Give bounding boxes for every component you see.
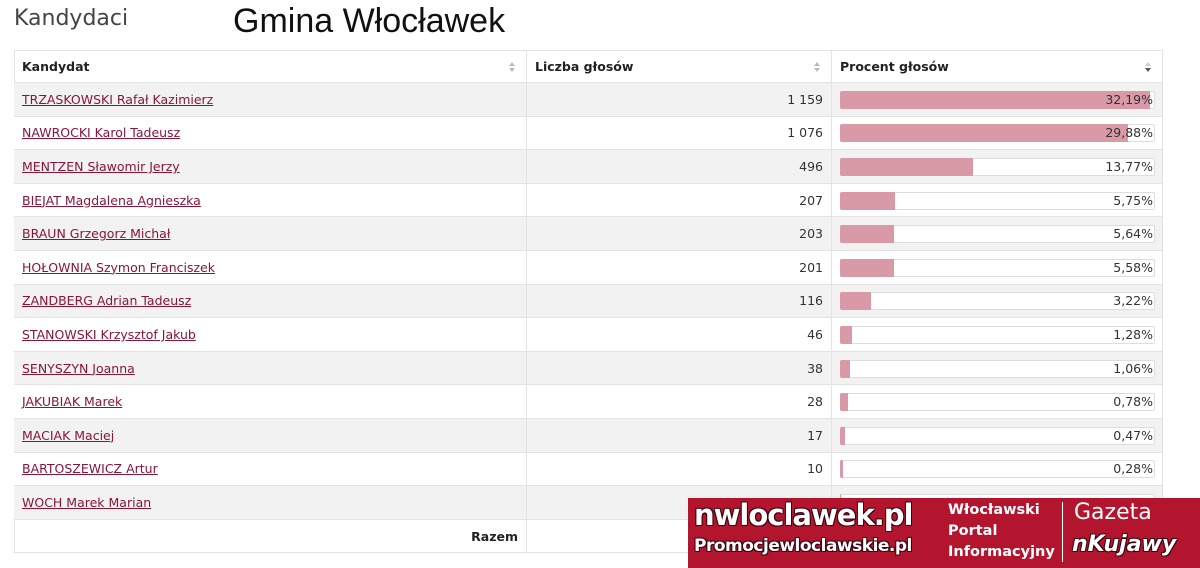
portal-line: Informacyjny [948, 544, 1055, 560]
column-header: Kandydat [14, 50, 527, 83]
sort-icon[interactable] [1144, 61, 1152, 73]
candidate-link[interactable]: BARTOSZEWICZ Artur [22, 461, 158, 477]
percent-bar [840, 426, 845, 445]
percent-label: 1,28% [1113, 327, 1153, 342]
candidate-link[interactable]: BRAUN Grzegorz Michał [22, 226, 171, 242]
candidate-link[interactable]: NAWROCKI Karol Tadeusz [22, 125, 181, 141]
candidate-link[interactable]: SENYSZYN Joanna [22, 360, 135, 376]
name-cell: BIEJAT Magdalena Agnieszka [14, 183, 527, 218]
name-cell: MENTZEN Sławomir Jerzy [14, 150, 527, 184]
name-cell: ZANDBERG Adrian Tadeusz [14, 284, 527, 319]
votes-cell: 46 [527, 318, 832, 352]
percent-label: 3,22% [1113, 293, 1153, 309]
percent-label: 5,64% [1113, 226, 1153, 242]
percent-bar [840, 191, 896, 210]
watermark-site2: Promocjewloclawskie.pl [694, 536, 912, 556]
votes-cell: 1 159 [527, 83, 832, 117]
votes-cell: 496 [527, 150, 832, 184]
region-title: Gmina Włocławek [233, 2, 506, 40]
percent-bar [840, 393, 848, 412]
percent-label: 13,77% [1105, 159, 1153, 174]
candidate-link[interactable]: MACIAK Maciej [22, 427, 115, 443]
column-header: Procent głosów [832, 50, 1163, 83]
portal-line: Portal [948, 523, 998, 539]
percent-bar [840, 158, 973, 176]
column-header: Liczba głosów [527, 50, 832, 83]
percent-label: 1,06% [1113, 360, 1153, 376]
name-cell: STANOWSKI Krzysztof Jakub [14, 318, 527, 352]
name-cell: WOCH Marek Marian [14, 486, 527, 520]
portal-line: Włocławski [948, 502, 1040, 518]
votes-cell: 203 [527, 217, 832, 251]
name-cell: MACIAK Maciej [14, 419, 527, 453]
percent-bar [840, 292, 871, 311]
percent-label: 29,88% [1105, 125, 1153, 141]
candidate-link[interactable]: HOŁOWNIA Szymon Franciszek [22, 259, 215, 275]
watermark-paper-name: nKujawy [1072, 532, 1177, 557]
candidate-link[interactable]: BIEJAT Magdalena Agnieszka [22, 192, 201, 208]
name-cell: SENYSZYN Joanna [14, 351, 527, 386]
sort-icon[interactable] [813, 61, 821, 73]
percent-bar [840, 258, 894, 277]
percent-bar [840, 460, 843, 479]
candidate-link[interactable]: STANOWSKI Krzysztof Jakub [22, 326, 196, 342]
votes-cell: 116 [527, 284, 832, 319]
candidate-link[interactable]: ZANDBERG Adrian Tadeusz [22, 293, 192, 309]
section-title: Kandydaci [14, 6, 129, 31]
percent-bar [840, 225, 895, 244]
percent-label: 0,47% [1113, 427, 1153, 443]
percent-label: 32,19% [1105, 91, 1153, 107]
candidate-link[interactable]: WOCH Marek Marian [22, 494, 152, 510]
watermark-paper: Gazeta [1074, 500, 1152, 525]
percent-label: 0,78% [1113, 394, 1153, 410]
candidate-link[interactable]: TRZASKOWSKI Rafał Kazimierz [22, 91, 214, 107]
name-cell: JAKUBIAK Marek [14, 385, 527, 419]
percent-label: 5,58% [1113, 259, 1153, 275]
watermark-portal: Włocławski Portal Informacyjny [948, 500, 1055, 563]
percent-label: 5,75% [1113, 192, 1153, 208]
candidate-link[interactable]: MENTZEN Sławomir Jerzy [22, 158, 180, 174]
votes-cell: 10 [527, 452, 832, 487]
candidate-link[interactable]: JAKUBIAK Marek [22, 394, 123, 410]
name-cell: HOŁOWNIA Szymon Franciszek [14, 251, 527, 285]
votes-cell: 38 [527, 351, 832, 386]
percent-bar [840, 326, 853, 344]
votes-cell: 17 [527, 419, 832, 453]
percent-bar [840, 90, 1150, 109]
votes-cell: 1 076 [527, 116, 832, 151]
votes-cell: 207 [527, 183, 832, 218]
name-cell: BARTOSZEWICZ Artur [14, 452, 527, 487]
percent-bar [840, 359, 851, 378]
divider [1062, 502, 1063, 562]
watermark: nwloclawek.pl Promocjewloclawskie.pl Wło… [688, 498, 1200, 568]
percent-bar [840, 124, 1128, 143]
votes-cell: 28 [527, 385, 832, 419]
total-label: Razem [14, 519, 527, 554]
name-cell: TRZASKOWSKI Rafał Kazimierz [14, 83, 527, 117]
name-cell: NAWROCKI Karol Tadeusz [14, 116, 527, 151]
name-cell: BRAUN Grzegorz Michał [14, 217, 527, 251]
sort-icon[interactable] [508, 61, 516, 73]
votes-cell: 201 [527, 251, 832, 285]
percent-label: 0,28% [1113, 461, 1153, 477]
watermark-site: nwloclawek.pl [694, 498, 913, 532]
